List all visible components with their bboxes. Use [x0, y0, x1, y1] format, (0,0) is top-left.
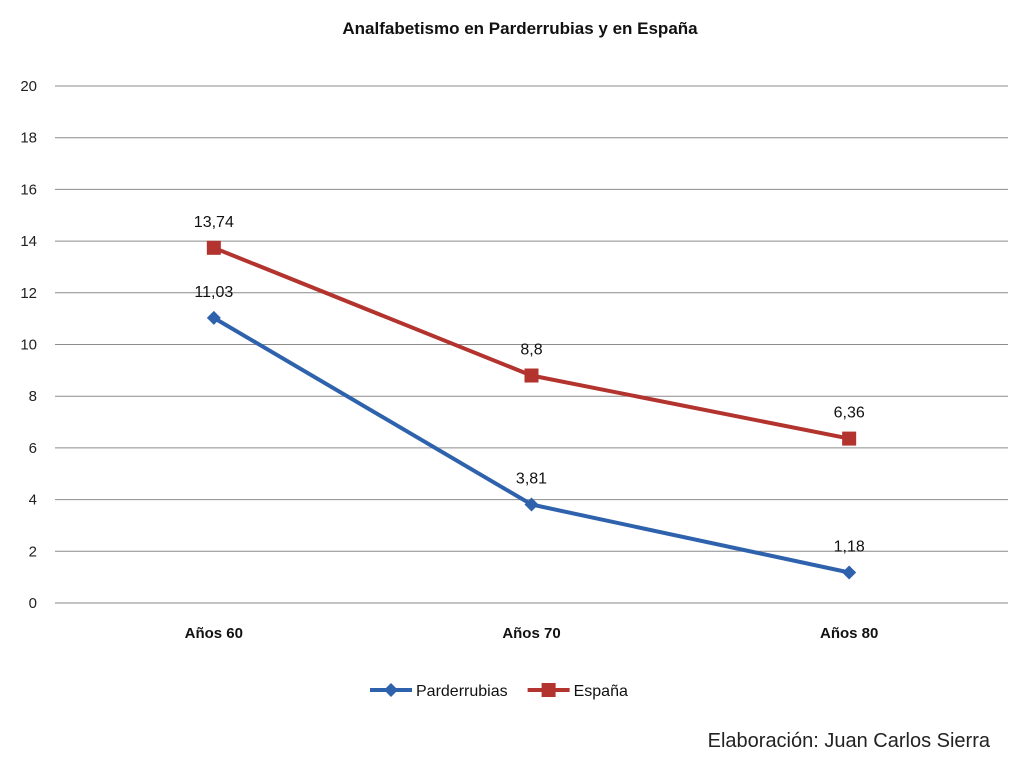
y-tick-label: 14 — [20, 233, 37, 250]
data-label: 13,74 — [194, 214, 234, 231]
y-tick-label: 18 — [20, 130, 37, 147]
legend-label: Parderrubias — [416, 683, 508, 700]
chart-title: Analfabetismo en Parderrubias y en Españ… — [342, 19, 698, 38]
series-españa: 13,74 8,8 6,36 — [194, 214, 865, 446]
legend-item: España — [527, 683, 628, 700]
data-label: 1,18 — [834, 538, 865, 555]
data-point — [206, 240, 221, 255]
y-tick-label: 20 — [20, 78, 37, 95]
y-tick-label: 8 — [29, 388, 37, 405]
data-point — [524, 497, 539, 512]
y-tick-label: 6 — [29, 440, 37, 457]
x-tick-label: Años 60 — [185, 625, 243, 642]
data-label: 6,36 — [834, 405, 865, 422]
y-tick-label: 0 — [29, 595, 37, 612]
x-tick-label: Años 80 — [820, 625, 878, 642]
credit-text: Elaboración: Juan Carlos Sierra — [708, 730, 991, 752]
x-tick-label: Años 70 — [502, 625, 560, 642]
y-tick-label: 16 — [20, 181, 37, 198]
data-point — [842, 431, 857, 446]
data-point — [524, 368, 539, 383]
data-point — [842, 565, 857, 580]
data-label: 11,03 — [194, 284, 233, 301]
legend-marker — [541, 683, 556, 697]
data-point — [206, 310, 221, 325]
y-tick-label: 12 — [20, 285, 37, 302]
data-label: 8,8 — [520, 342, 542, 359]
legend-marker — [384, 683, 398, 697]
legend-item: Parderrubias — [370, 683, 508, 700]
y-tick-label: 4 — [29, 492, 37, 509]
y-tick-label: 2 — [29, 543, 37, 560]
series-parderrubias: 11,03 3,81 1,18 — [194, 284, 865, 580]
y-tick-label: 10 — [20, 337, 37, 354]
legend-label: España — [574, 683, 628, 700]
data-label: 3,81 — [516, 471, 547, 488]
